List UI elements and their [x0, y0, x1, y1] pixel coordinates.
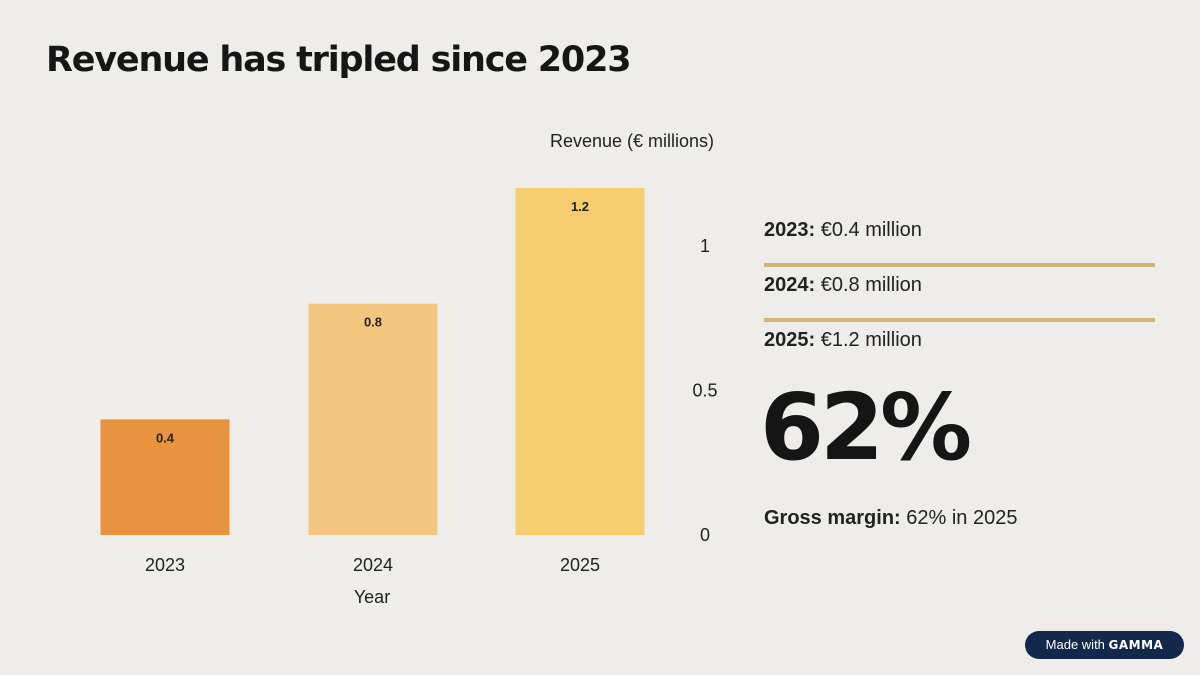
gross-margin-note: Gross margin: 62% in 2025 — [764, 507, 1017, 530]
chart-title: Revenue (€ millions) — [550, 131, 714, 151]
x-axis-label: Year — [354, 587, 390, 607]
data-label-2025: 1.2 — [571, 199, 589, 214]
x-tick-label-2023: 2023 — [145, 555, 185, 575]
gross-margin-text: 62% in 2025 — [906, 507, 1018, 529]
bar-2023 — [100, 419, 230, 535]
made-with-gamma-badge[interactable]: Made with GAMMA — [1025, 631, 1184, 659]
y-tick-label: 0 — [700, 525, 710, 545]
divider — [764, 263, 1155, 267]
revenue-bar-chart: Revenue (€ millions) Year 0.4 2023 0.8 2024… — [100, 131, 718, 607]
bar-2024 — [308, 303, 438, 535]
revenue-stats-list: 2023: €0.4 million 2024: €0.8 million 20… — [764, 212, 1155, 377]
data-label-2023: 0.4 — [156, 430, 175, 445]
stat-value: €0.4 million — [820, 219, 922, 241]
gamma-logo: GAMMA — [1108, 638, 1164, 652]
stat-row-2024: 2024: €0.8 million — [764, 267, 1155, 322]
slide-title: Revenue has tripled since 2023 — [46, 40, 632, 80]
stat-row-2025: 2025: €1.2 million — [764, 322, 1155, 377]
stat-row-2023: 2023: €0.4 million — [764, 212, 1155, 267]
badge-prefix: Made with — [1045, 637, 1105, 652]
x-tick-label-2025: 2025 — [560, 555, 600, 575]
stat-value: €1.2 million — [820, 329, 922, 351]
gross-margin-big-number: 62% — [760, 374, 972, 481]
x-tick-label-2024: 2024 — [353, 555, 393, 575]
stat-year: 2023: — [764, 219, 816, 241]
stat-year: 2024: — [764, 274, 816, 296]
divider — [764, 318, 1155, 322]
bar-2025 — [515, 188, 645, 535]
y-tick-label: 1 — [700, 236, 710, 256]
stat-value: €0.8 million — [820, 274, 922, 296]
y-tick-label: 0.5 — [692, 380, 717, 400]
data-label-2024: 0.8 — [364, 315, 382, 330]
stat-year: 2025: — [764, 329, 816, 351]
gross-margin-label: Gross margin: — [764, 507, 901, 529]
